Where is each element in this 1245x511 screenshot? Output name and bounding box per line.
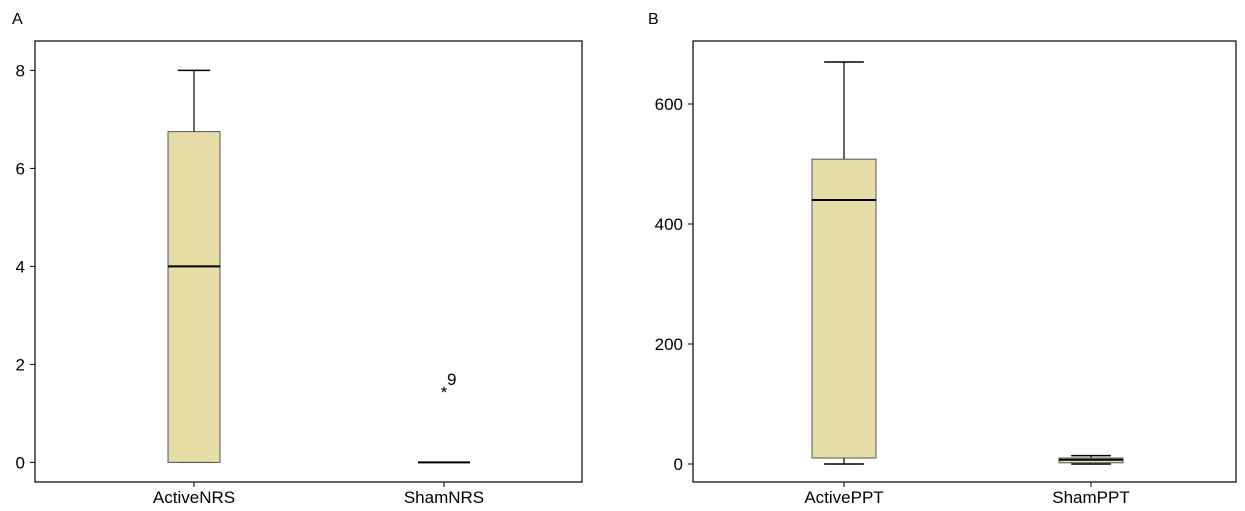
plot-frame <box>692 40 1237 483</box>
box-activenrs <box>167 69 221 463</box>
y-tick-label: 400 <box>655 215 683 234</box>
y-tick-label: 200 <box>655 335 683 354</box>
panel-label: A <box>12 11 23 28</box>
y-tick-label: 600 <box>655 95 683 114</box>
panel-b: B 0 200 400 600 ActivePPT ShamPPT <box>648 11 1237 507</box>
panel-label: B <box>648 11 659 28</box>
box-shamnrs: *9 <box>418 370 470 464</box>
box-activeppt <box>811 61 877 465</box>
x-category-label: ActivePPT <box>804 488 883 507</box>
y-tick-label: 4 <box>16 257 25 276</box>
box-shamppt <box>1058 454 1124 465</box>
plot-frame <box>34 40 583 483</box>
outlier-label: 9 <box>447 370 456 389</box>
y-tick-label: 6 <box>16 159 25 178</box>
box-body <box>167 131 221 463</box>
y-tick-label: 2 <box>16 355 25 374</box>
x-category-label: ShamPPT <box>1052 488 1129 507</box>
x-category-label: ShamNRS <box>404 488 484 507</box>
y-tick-label: 8 <box>16 61 25 80</box>
y-tick-label: 0 <box>16 453 25 472</box>
outlier-marker: * <box>441 383 448 402</box>
panel-a: A 0 2 4 6 8 ActiveNRS ShamNRS *9 <box>12 11 583 507</box>
x-category-label: ActiveNRS <box>153 488 235 507</box>
box-body <box>811 158 877 459</box>
y-tick-label: 0 <box>674 455 683 474</box>
